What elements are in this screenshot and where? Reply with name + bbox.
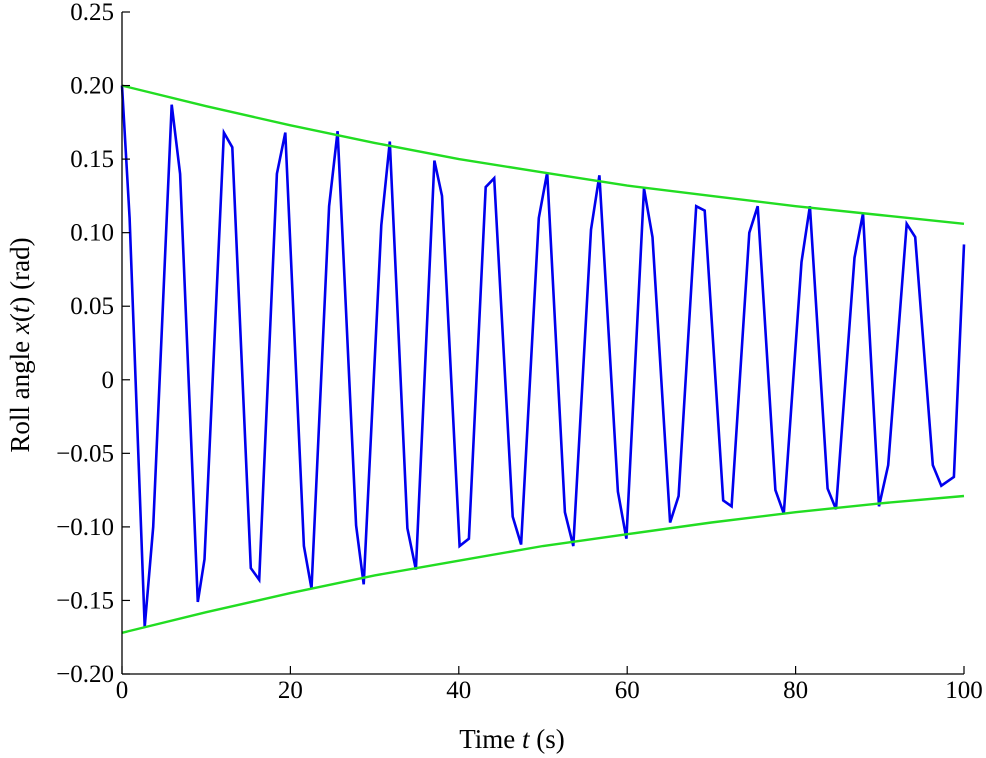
plot-area: [122, 12, 964, 674]
y-axis-label-unit: ) (rad): [5, 237, 35, 305]
x-axis-label-var: t: [522, 724, 531, 754]
series-line-1: [121, 84, 965, 225]
y-tick-label: 0.25: [70, 0, 114, 26]
y-tick-label: −0.10: [56, 514, 114, 541]
y-tick-label: −0.20: [56, 661, 114, 688]
x-tick-label: 80: [783, 677, 808, 704]
y-tick-label: −0.15: [56, 587, 114, 614]
y-tick-label: 0: [102, 367, 115, 394]
series-line-2: [121, 494, 965, 634]
y-axis-label-pre: Roll angle: [5, 334, 35, 452]
y-tick-label: −0.05: [56, 440, 114, 467]
y-tick-label: 0.10: [70, 220, 114, 247]
y-axis-label-var2: t: [5, 304, 35, 313]
y-axis-label: Roll angle x(t) (rad): [5, 237, 35, 452]
series-line-0: [120, 85, 966, 628]
x-axis-label: Time t (s): [459, 724, 565, 754]
x-axis-label-unit: (s): [530, 724, 565, 754]
axes-layer: 0 20 40 60 80 100 −0.20 −0.15 −0.10 −0.05 0 0.05 0.1…: [56, 0, 983, 704]
y-tick-label: 0.05: [70, 293, 114, 320]
x-tick-label: 100: [945, 677, 983, 704]
y-axis-label-paren: (: [5, 313, 35, 322]
y-tick-label: 0.15: [70, 146, 114, 173]
x-tick-label: 20: [278, 677, 303, 704]
y-tick-label: 0.20: [70, 73, 114, 100]
y-axis-label-var: x: [5, 322, 35, 335]
x-tick-label: 40: [446, 677, 471, 704]
x-tick-label: 60: [615, 677, 640, 704]
x-tick-label: 0: [116, 677, 129, 704]
series-layer: [120, 84, 966, 634]
x-axis-label-pre: Time: [459, 724, 522, 754]
plot-background: [122, 12, 964, 674]
